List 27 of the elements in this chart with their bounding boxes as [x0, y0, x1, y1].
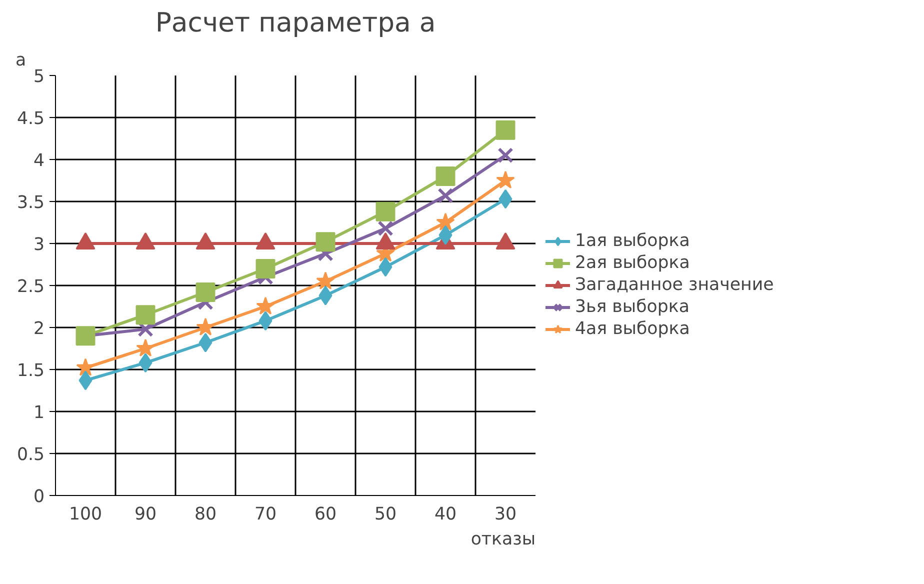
y-tick-label: 1.5: [16, 361, 45, 381]
legend-label: 2ая выборка: [575, 253, 690, 273]
x-axis-title: отказы: [470, 530, 536, 550]
x-tick-label: 30: [494, 504, 517, 524]
legend-label: Загаданное значение: [575, 275, 774, 295]
y-tick-label: 1: [33, 403, 45, 423]
y-axis-title: a: [16, 50, 26, 70]
y-tick-label: 3: [33, 235, 45, 255]
legend-label: 1ая выборка: [575, 231, 690, 251]
y-tick-label: 0.5: [16, 445, 45, 465]
y-tick-label: 5: [33, 67, 45, 87]
x-tick-label: 50: [374, 504, 397, 524]
x-tick-label: 100: [68, 504, 102, 524]
y-tick-label: 2: [33, 319, 45, 339]
x-tick-label: 90: [134, 504, 157, 524]
y-tick-label: 0: [33, 487, 45, 507]
x-tick-label: 80: [194, 504, 217, 524]
chart-title: Расчет параметра a: [155, 8, 436, 38]
legend-label: 4ая выборка: [575, 319, 690, 339]
x-tick-label: 70: [254, 504, 277, 524]
y-tick-label: 3.5: [16, 193, 45, 213]
legend-label: 3ья выборка: [575, 297, 690, 317]
x-tick-label: 40: [434, 504, 457, 524]
y-tick-label: 4: [33, 151, 45, 171]
x-tick-label: 60: [314, 504, 337, 524]
y-tick-label: 4.5: [16, 109, 45, 129]
y-tick-label: 2.5: [16, 277, 45, 297]
